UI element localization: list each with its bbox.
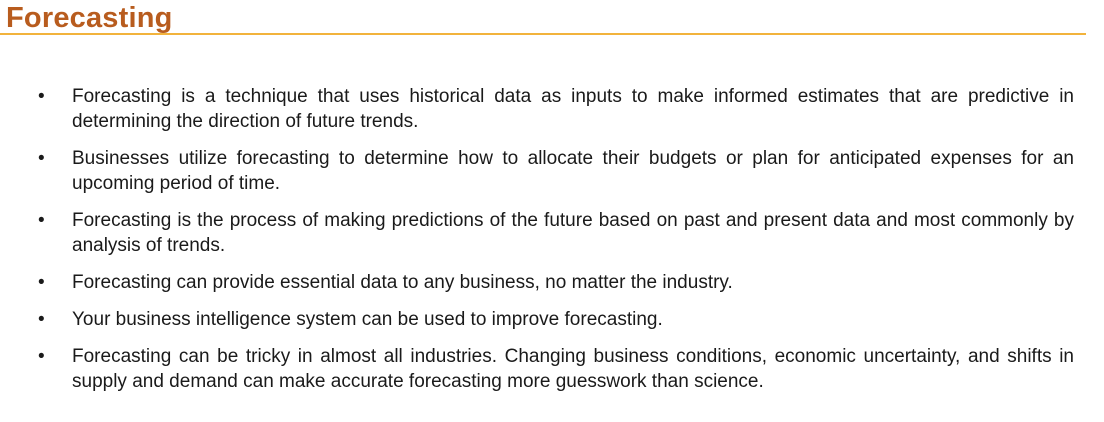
bullet-list: • Forecasting is a technique that uses h… <box>36 84 1074 406</box>
bullet-icon: • <box>38 86 45 107</box>
bullet-item: • Forecasting is the process of making p… <box>36 208 1074 258</box>
bullet-icon: • <box>38 210 45 231</box>
bullet-text: Forecasting can be tricky in almost all … <box>72 346 1074 392</box>
bullet-text: Your business intelligence system can be… <box>72 309 663 330</box>
bullet-text: Forecasting is a technique that uses his… <box>72 86 1074 132</box>
bullet-item: • Forecasting can be tricky in almost al… <box>36 344 1074 394</box>
bullet-icon: • <box>38 346 45 367</box>
bullet-text: Forecasting is the process of making pre… <box>72 210 1074 256</box>
bullet-item: • Businesses utilize forecasting to dete… <box>36 146 1074 196</box>
slide-title: Forecasting <box>6 2 173 34</box>
bullet-item: • Forecasting is a technique that uses h… <box>36 84 1074 134</box>
bullet-item: • Forecasting can provide essential data… <box>36 270 1074 295</box>
bullet-item: • Your business intelligence system can … <box>36 307 1074 332</box>
title-underline <box>0 33 1086 35</box>
bullet-icon: • <box>38 148 45 169</box>
bullet-text: Businesses utilize forecasting to determ… <box>72 148 1074 194</box>
bullet-icon: • <box>38 272 45 293</box>
bullet-text: Forecasting can provide essential data t… <box>72 272 733 293</box>
bullet-icon: • <box>38 309 45 330</box>
